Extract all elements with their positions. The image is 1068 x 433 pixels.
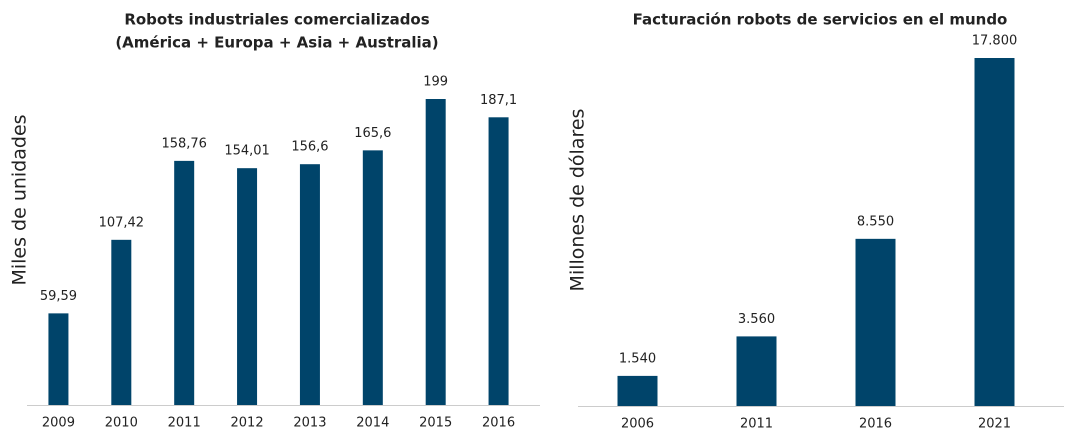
x-tick-label: 2015: [419, 416, 452, 431]
bar: [488, 117, 509, 405]
data-label: 107,42: [99, 215, 145, 230]
data-label: 158,76: [161, 136, 207, 151]
bar: [48, 313, 69, 405]
data-label: 1.540: [619, 351, 656, 366]
data-label: 8.550: [857, 214, 894, 229]
x-tick-label: 2009: [42, 416, 75, 431]
y-axis-label: Miles de unidades: [9, 114, 31, 285]
y-axis-label: Millones de dólares: [567, 109, 589, 292]
x-tick-label: 2011: [740, 417, 773, 432]
x-tick-label: 2014: [356, 416, 389, 431]
data-label: 156,6: [291, 140, 328, 155]
x-tick-label: 2021: [978, 417, 1011, 432]
data-label: 154,01: [224, 144, 270, 159]
bar: [617, 375, 658, 406]
chart-title: Facturación robots de servicios en el mu…: [633, 11, 1008, 29]
bar: [111, 239, 132, 405]
data-label: 59,59: [40, 289, 77, 304]
x-tick-label: 2011: [168, 416, 201, 431]
x-tick-label: 2016: [859, 417, 892, 432]
chart-title: (América + Europa + Asia + Australia): [115, 34, 438, 52]
bar: [299, 164, 320, 405]
bar: [736, 336, 777, 406]
x-tick-label: 2016: [482, 416, 515, 431]
bar: [425, 99, 446, 405]
x-tick-label: 2013: [293, 416, 326, 431]
data-label: 187,1: [480, 93, 517, 108]
data-label: 17.800: [972, 34, 1018, 49]
data-label: 3.560: [738, 312, 775, 327]
bar: [855, 238, 896, 406]
bar: [174, 160, 195, 405]
data-label: 199: [423, 75, 448, 90]
x-tick-label: 2012: [231, 416, 264, 431]
chart-title: Robots industriales comercializados: [124, 11, 429, 29]
data-label: 165,6: [354, 126, 391, 141]
x-tick-label: 2006: [621, 417, 654, 432]
x-tick-label: 2010: [105, 416, 138, 431]
bar: [237, 168, 258, 405]
bar: [362, 150, 383, 405]
bar: [974, 58, 1015, 406]
